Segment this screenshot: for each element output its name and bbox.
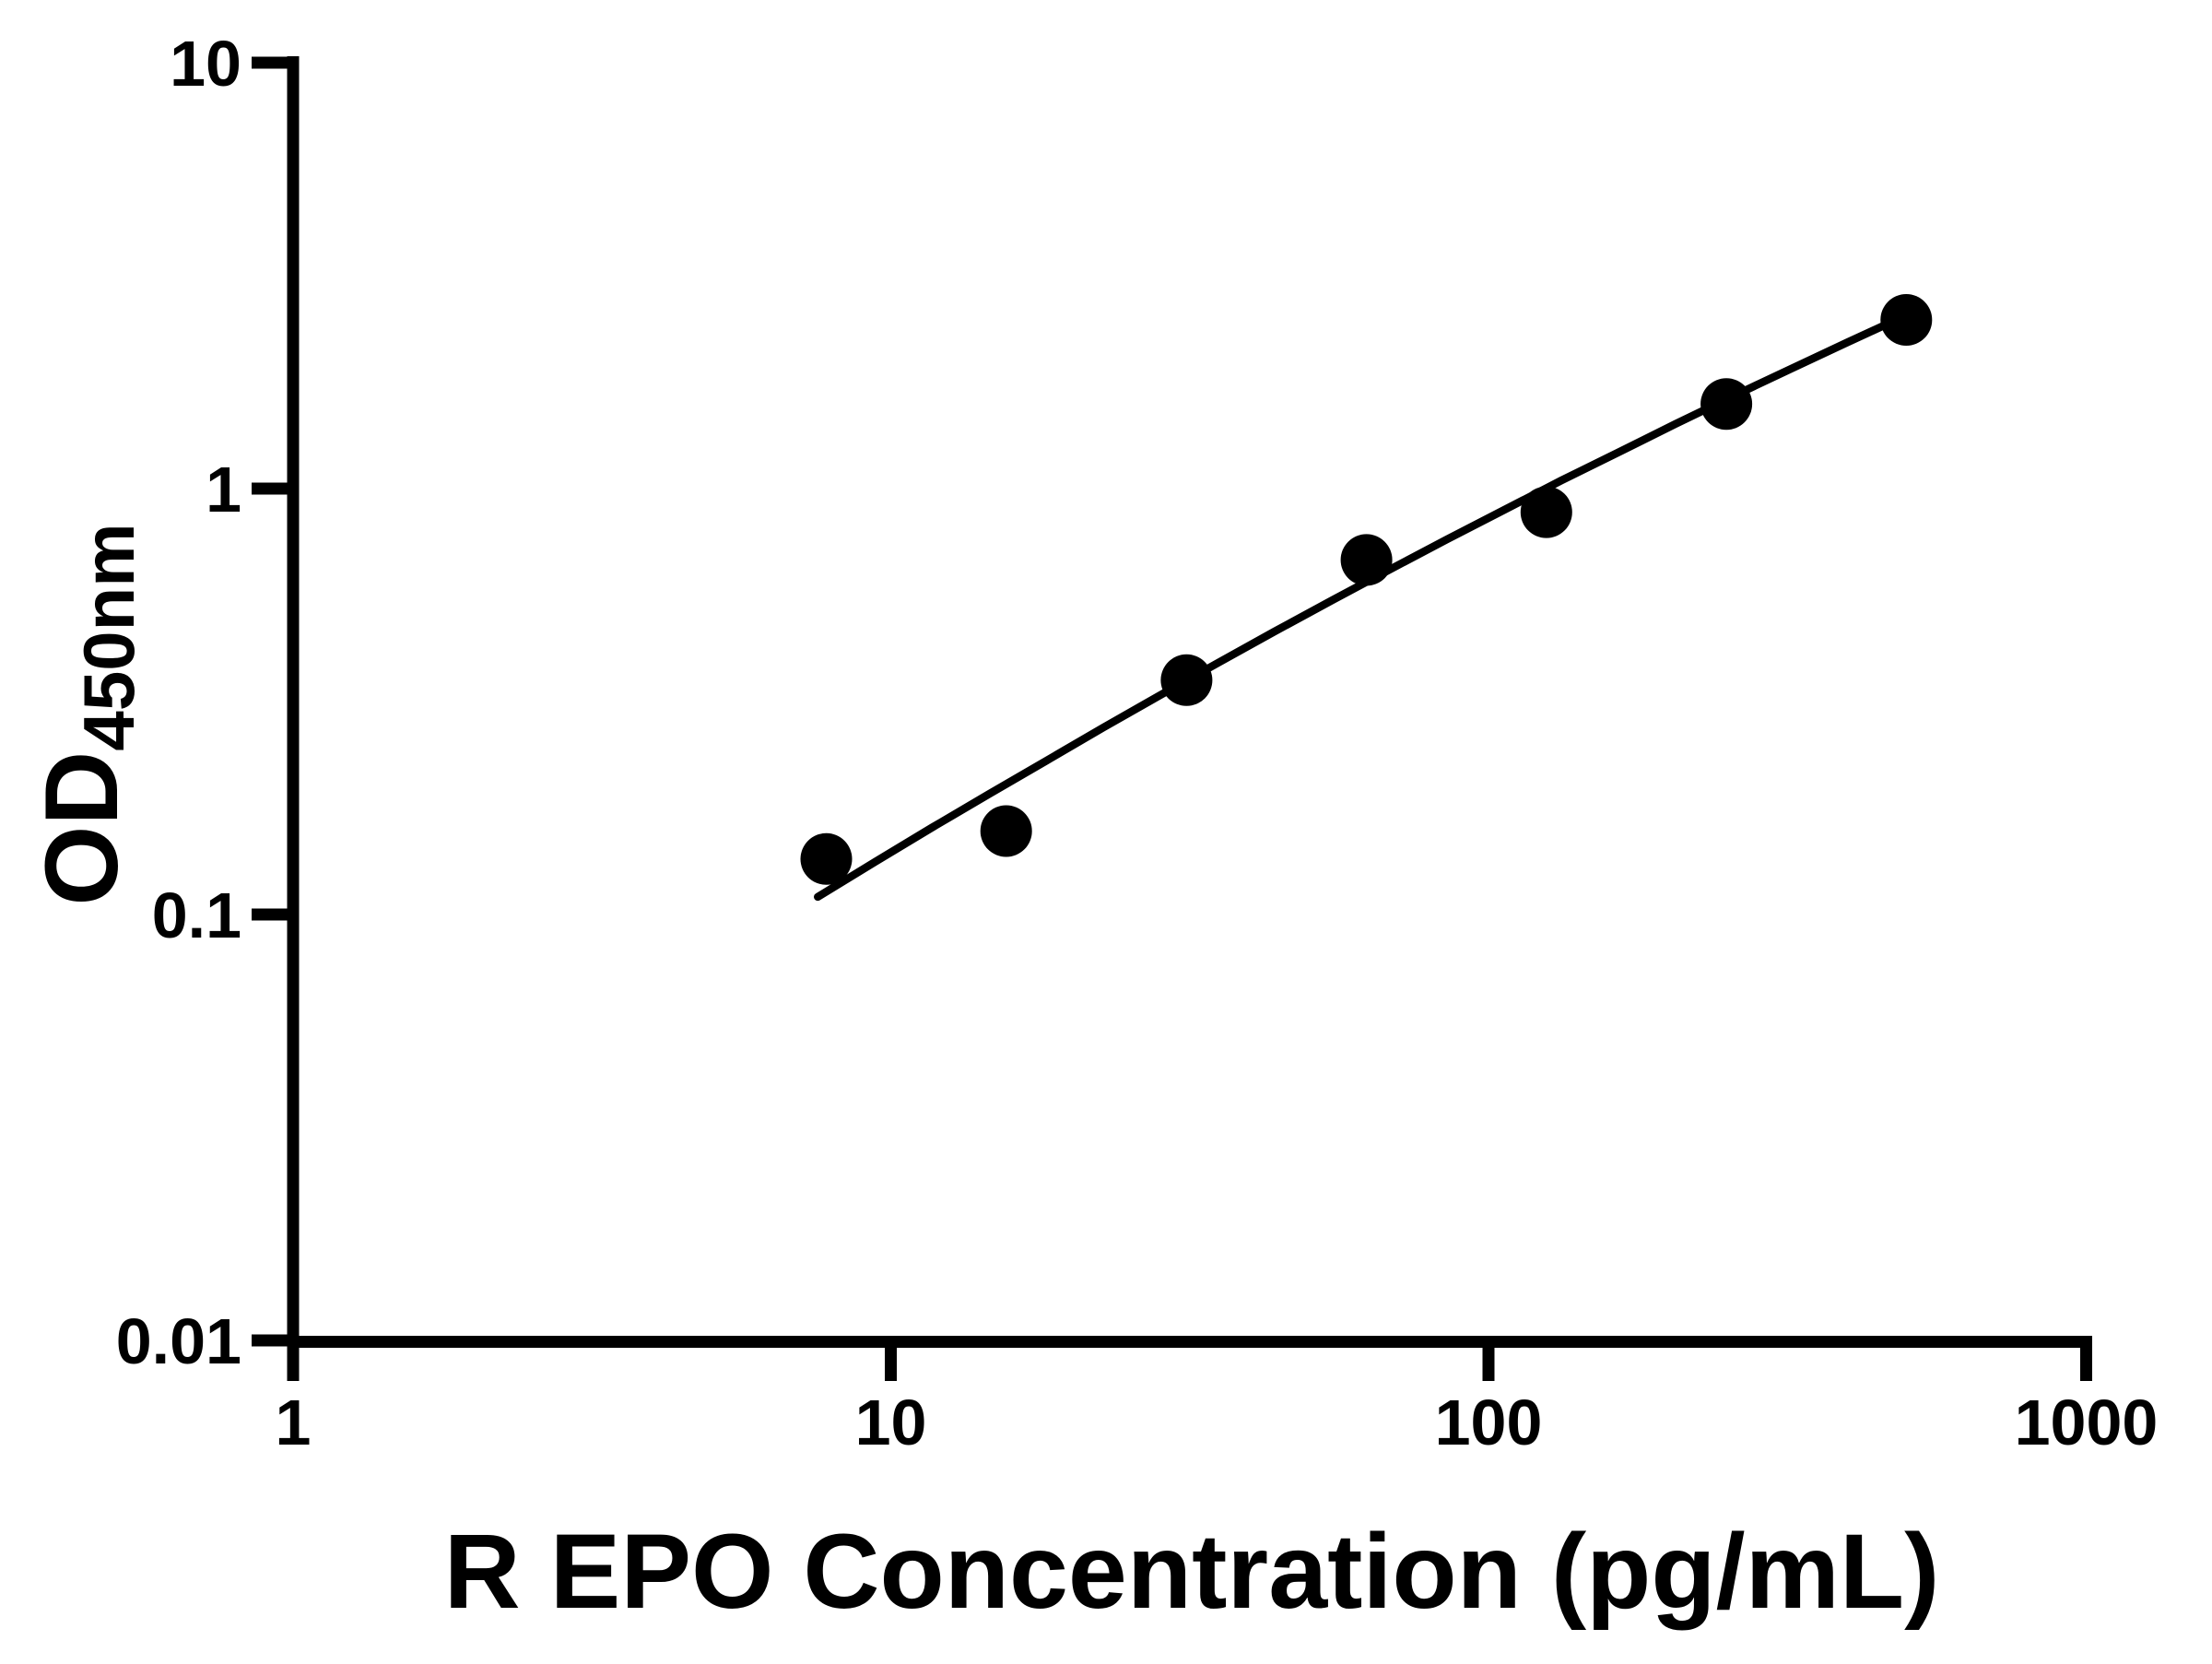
x-tick-label: 1 xyxy=(276,1387,312,1458)
data-point xyxy=(800,832,853,885)
x-tick-mark xyxy=(2080,1336,2092,1381)
x-axis-title: R EPO Concentration (pg/mL) xyxy=(444,1513,1940,1631)
x-tick-label: 100 xyxy=(1435,1387,1543,1458)
y-axis-ticks: 10 1 0.1 0.01 xyxy=(116,28,293,1377)
x-axis-ticks: 1 10 100 1000 xyxy=(276,1336,2159,1458)
data-point xyxy=(1700,378,1753,431)
y-axis-line xyxy=(287,56,300,1381)
x-axis-line xyxy=(287,1336,2090,1348)
x-tick-mark xyxy=(885,1336,897,1381)
y-tick-label: 10 xyxy=(170,28,241,100)
x-tick-mark xyxy=(1482,1336,1495,1381)
y-tick-mark xyxy=(252,56,293,69)
y-tick-label: 1 xyxy=(206,454,241,525)
data-point xyxy=(1520,486,1572,538)
y-tick-label: 0.1 xyxy=(152,879,241,951)
data-point xyxy=(1160,654,1213,706)
plot-area xyxy=(800,294,1933,902)
y-tick-mark xyxy=(252,908,293,921)
y-tick-label: 0.01 xyxy=(116,1305,241,1377)
x-tick-label: 1000 xyxy=(2015,1387,2159,1458)
x-tick-mark xyxy=(287,1336,300,1381)
data-point xyxy=(980,805,1032,857)
x-tick-label: 10 xyxy=(855,1387,927,1458)
data-point xyxy=(1880,294,1933,346)
y-tick-mark xyxy=(252,1334,293,1347)
y-axis-title: OD450nm xyxy=(24,523,149,905)
data-point xyxy=(1340,534,1393,586)
y-tick-mark xyxy=(252,482,293,495)
axes xyxy=(287,56,2090,1381)
y-axis-title-main: OD xyxy=(24,751,139,906)
y-axis-title-subscript: 450nm xyxy=(68,523,149,750)
